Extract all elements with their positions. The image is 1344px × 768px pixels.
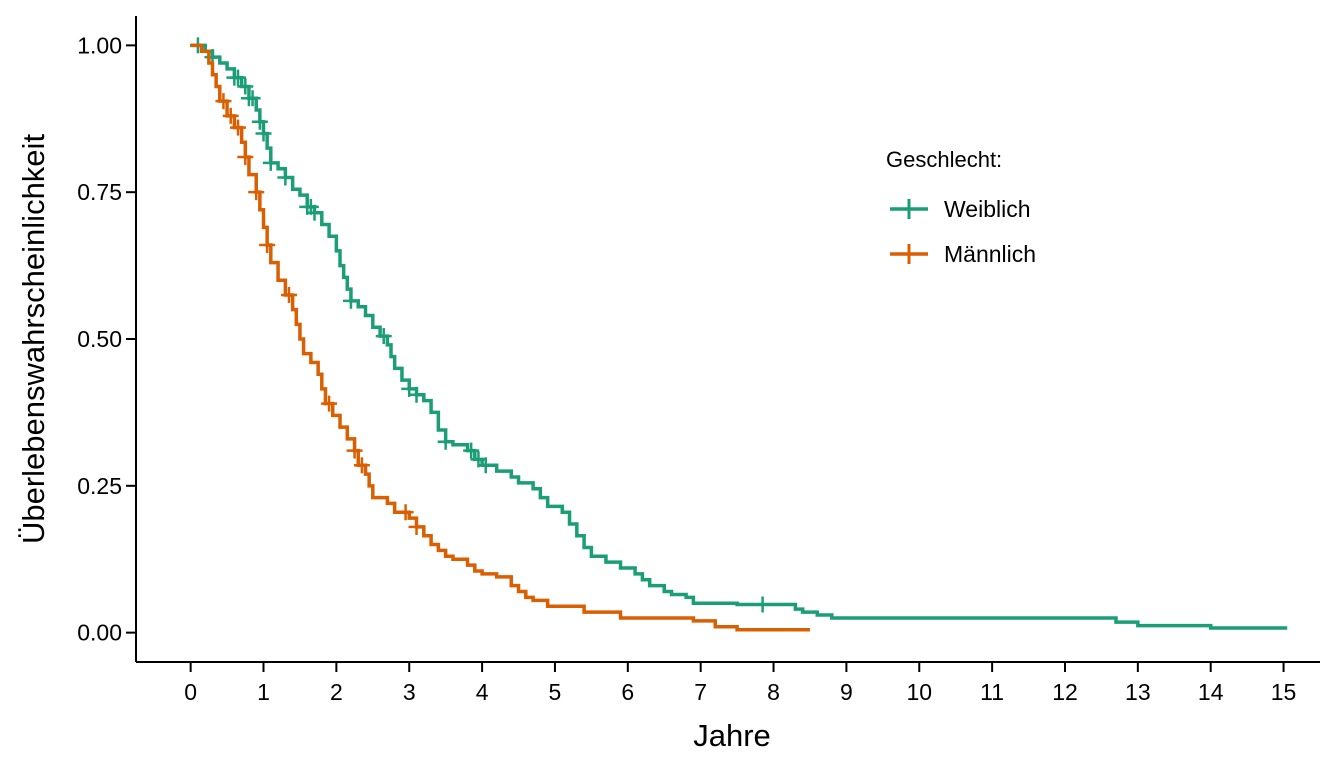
censor-mark-weiblich — [306, 204, 323, 221]
y-tick-label: 0.75 — [77, 179, 122, 205]
y-tick-label: 0.50 — [77, 326, 122, 352]
x-tick-label: 9 — [840, 679, 853, 705]
legend: Geschlecht: Weiblich Männlich — [886, 147, 1036, 267]
censor-mark-weiblich — [408, 386, 425, 403]
y-tick-label: 1.00 — [77, 32, 122, 58]
series-line-weiblich — [190, 43, 1288, 630]
legend-label-weiblich: Weiblich — [944, 196, 1031, 222]
censor-mark-weiblich — [230, 69, 247, 86]
x-tick-label: 4 — [476, 679, 489, 705]
censor-mark-maennlich — [248, 184, 265, 201]
censor-mark-weiblich — [463, 442, 480, 459]
x-tick-label: 12 — [1052, 679, 1078, 705]
censor-mark-maennlich — [353, 457, 370, 474]
censor-mark-weiblich — [262, 154, 279, 171]
series-layer — [189, 37, 1288, 632]
legend-entry-weiblich: Weiblich — [890, 196, 1031, 222]
censor-mark-maennlich — [259, 237, 276, 254]
censor-mark-maennlich — [321, 395, 338, 412]
x-tick-label: 6 — [621, 679, 634, 705]
x-tick-label: 5 — [549, 679, 562, 705]
legend-title: Geschlecht: — [886, 147, 1002, 172]
censor-mark-weiblich — [255, 125, 272, 142]
censor-mark-maennlich — [408, 518, 425, 535]
x-tick-label: 14 — [1198, 679, 1224, 705]
censor-mark-maennlich — [215, 93, 232, 110]
legend-label-maennlich: Männlich — [944, 241, 1036, 267]
x-tick-label: 13 — [1125, 679, 1151, 705]
censor-mark-weiblich — [437, 433, 454, 450]
censor-mark-maennlich — [397, 504, 414, 521]
censor-mark-weiblich — [237, 78, 254, 95]
censor-mark-maennlich — [222, 107, 239, 124]
legend-entry-maennlich: Männlich — [890, 241, 1036, 267]
censor-mark-weiblich — [342, 292, 359, 309]
x-tick-label: 15 — [1271, 679, 1297, 705]
censor-mark-maennlich — [281, 286, 298, 303]
censor-mark-maennlich — [230, 119, 247, 136]
y-tick-label: 0.25 — [77, 473, 122, 499]
x-tick-label: 7 — [694, 679, 707, 705]
y-tick-label: 0.00 — [77, 620, 122, 646]
censor-mark-maennlich — [237, 148, 254, 165]
censor-mark-maennlich — [346, 442, 363, 459]
x-tick-label: 0 — [184, 679, 197, 705]
x-axis-title: Jahre — [693, 718, 771, 753]
censor-mark-weiblich — [251, 113, 268, 130]
x-ticks: 0 1 2 3 4 5 6 7 8 9 10 11 12 13 14 15 — [184, 662, 1296, 705]
x-tick-label: 10 — [906, 679, 932, 705]
x-tick-label: 1 — [257, 679, 270, 705]
y-ticks: 0.00 0.25 0.50 0.75 1.00 — [77, 32, 136, 646]
x-tick-label: 8 — [767, 679, 780, 705]
censor-mark-weiblich — [244, 90, 261, 107]
censor-mark-weiblich — [375, 328, 392, 345]
y-axis-title: Überlebenswahrscheinlichkeit — [16, 134, 51, 544]
censor-mark-weiblich — [277, 169, 294, 186]
series-line-maennlich — [190, 43, 810, 632]
censor-mark-weiblich — [477, 457, 494, 474]
x-tick-label: 11 — [980, 679, 1004, 705]
x-tick-label: 2 — [330, 679, 343, 705]
x-tick-label: 3 — [403, 679, 416, 705]
censor-mark-weiblich — [754, 596, 771, 613]
